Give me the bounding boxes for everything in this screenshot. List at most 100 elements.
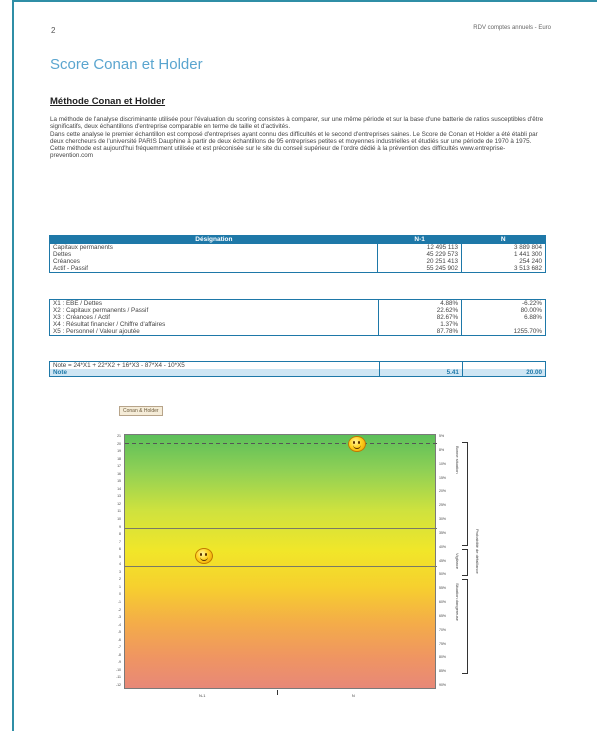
y-tick-label: 18: [117, 456, 121, 461]
table-row: X4 : Résultat financier / Chiffre d'affa…: [50, 321, 546, 328]
y-tick-label: 21: [117, 434, 121, 438]
right-tick-label: 8%: [439, 447, 445, 452]
value-n1: 4.88%: [377, 299, 462, 307]
row-label: X1 : EBE / Dettes: [53, 300, 102, 307]
reference-line: [125, 566, 437, 568]
table-row: X3 : Créances / Actif 82.67% 6.88%: [50, 314, 546, 321]
chart-title: Conan & Holder: [119, 406, 163, 416]
reference-line: [125, 527, 437, 529]
y-tick-label: 8: [119, 532, 121, 537]
value-n: 80.00%: [461, 307, 546, 314]
page-frame-left: [12, 0, 14, 731]
x-tick-label: N-1: [199, 693, 206, 698]
y-tick-label: 3: [119, 569, 121, 574]
row-label: X2 : Capitaux permanents / Passif: [53, 307, 149, 314]
values-table: Désignation N-1 N Capitaux permanents 12…: [49, 235, 546, 273]
page-title: Score Conan et Holder: [50, 56, 203, 73]
y-tick-label: 2: [119, 577, 121, 582]
right-tick-label: 15%: [439, 475, 447, 480]
value-n1: 22.62%: [377, 307, 462, 314]
value-n: 1 441 300: [460, 251, 546, 258]
table-header-row: Désignation N-1 N: [49, 235, 546, 244]
intro-text: La méthode de l'analyse discriminante ut…: [50, 116, 546, 160]
right-tick-label: 20%: [439, 489, 447, 494]
column-header: Désignation: [49, 235, 378, 244]
y-tick-label: -3: [117, 615, 121, 620]
right-tick-label: 75%: [439, 641, 447, 646]
right-tick-label: 5%: [439, 434, 445, 438]
y-tick-label: 19: [117, 449, 121, 454]
y-tick-label: -7: [117, 645, 121, 650]
bracket: [462, 549, 468, 576]
value-n: 6.88%: [461, 314, 546, 321]
table-row: Créances 20 251 413 254 240: [50, 258, 546, 265]
note-value-n: 20.00: [461, 369, 546, 377]
right-tick-label: 45%: [439, 558, 447, 563]
bracket-label: Vigilance: [455, 553, 460, 570]
y-tick-label: 6: [119, 547, 121, 552]
x-tick: [276, 690, 278, 695]
right-tick-label: 60%: [439, 600, 447, 604]
x-tick-label: N: [351, 693, 355, 698]
right-tick-label: 55%: [439, 586, 447, 591]
row-label: Capitaux permanents: [53, 244, 113, 251]
value-n: 254 240: [460, 258, 546, 265]
y-tick-label: 7: [119, 539, 121, 544]
table-row: Dettes 45 229 573 1 441 300: [50, 251, 546, 258]
right-tick-label: 90%: [439, 683, 447, 687]
y-tick-label: 12: [117, 501, 121, 506]
intro-paragraph: Dans cette analyse le premier échantillo…: [50, 130, 538, 145]
note-value-n1: 5.41: [378, 369, 463, 377]
page-header: RDV comptes annuels - Euro: [473, 25, 551, 31]
row-label: X4 : Résultat financier / Chiffre d'affa…: [53, 321, 166, 328]
right-tick-label: 70%: [439, 627, 447, 632]
reference-line: [125, 442, 437, 444]
right-tick-label: 40%: [439, 544, 447, 549]
chart-area: 21 20 19 18 17 16 15 14 13 12 11 10 9 8 7 6 5 4 3 2 1 0 -1 -2 -3…: [116, 434, 480, 698]
table-row: Note = 24*X1 + 22*X2 + 16*X3 - 87*X4 - 1…: [50, 361, 546, 369]
y-tick-label: -1: [117, 600, 121, 604]
value-n1: 1.37%: [377, 321, 462, 328]
page-frame-top: [12, 0, 597, 2]
table-row: Actif - Passif 55 245 902 3 513 682: [50, 265, 546, 273]
y-tick-label: 5: [119, 554, 121, 559]
y-tick-label: 20: [117, 441, 121, 446]
y-tick-label: -11: [116, 675, 121, 680]
value-n1: 45 229 573: [377, 251, 462, 258]
y-tick-label: -5: [117, 630, 121, 635]
right-tick-label: 35%: [439, 530, 447, 535]
y-tick-label: -12: [115, 683, 121, 687]
row-label: Actif - Passif: [53, 265, 88, 272]
value-n: 1255.70%: [461, 328, 546, 336]
y-tick-label: -8: [117, 652, 121, 657]
section-heading: Méthode Conan et Holder: [50, 96, 166, 107]
y-tick-label: -6: [117, 637, 121, 642]
y-tick-label: 4: [119, 562, 121, 567]
column-header: N: [461, 235, 546, 244]
right-tick-label: 65%: [439, 613, 447, 618]
value-n1: 20 251 413: [377, 258, 462, 265]
y-tick-label: -10: [115, 667, 121, 672]
right-tick-label: 80%: [439, 655, 447, 660]
right-axis-label: Probabilité de défaillance: [475, 529, 480, 574]
y-tick-label: 17: [117, 464, 121, 469]
y-tick-label: 16: [117, 471, 121, 476]
value-n1: 82.67%: [377, 314, 462, 321]
note-table: Note = 24*X1 + 22*X2 + 16*X3 - 87*X4 - 1…: [49, 361, 546, 377]
y-tick-label: 14: [117, 486, 121, 491]
table-row: X5 : Personnel / Valeur ajoutée 87.78% 1…: [50, 328, 546, 336]
value-n: 3 889 804: [460, 244, 546, 251]
y-tick-label: 15: [117, 479, 121, 484]
value-n1: 55 245 902: [377, 265, 462, 273]
ratios-table: X1 : EBE / Dettes 4.88% -6.22% X2 : Capi…: [49, 299, 546, 336]
y-tick-label: 0: [119, 592, 121, 597]
bracket-label: Bonne situation: [455, 446, 460, 474]
right-tick-label: 50%: [439, 572, 447, 577]
empty-cell: [378, 361, 463, 369]
intro-paragraph: Cette méthode est aujourd'hui fréquemmen…: [50, 145, 506, 160]
row-label: Créances: [53, 258, 80, 265]
value-n1: 12 495 113: [377, 244, 462, 251]
row-label: X5 : Personnel / Valeur ajoutée: [53, 328, 140, 335]
y-tick-label: 10: [117, 517, 121, 521]
y-tick-label: 1: [119, 584, 121, 589]
